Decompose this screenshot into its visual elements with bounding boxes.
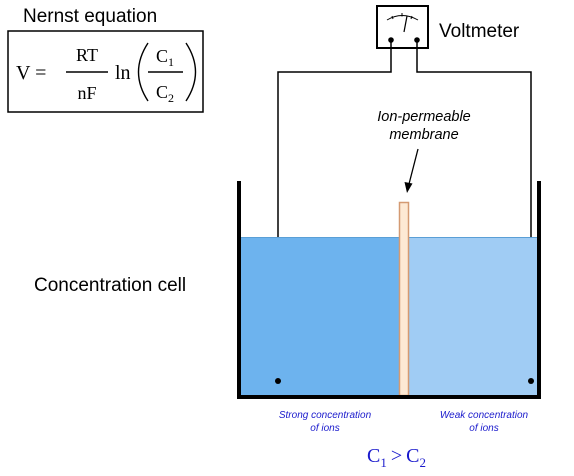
equation-c1: C1 xyxy=(156,46,174,69)
cell-container xyxy=(237,181,541,399)
voltmeter-icon xyxy=(376,5,429,49)
equation-close-paren xyxy=(185,42,197,102)
membrane-label-line2: membrane xyxy=(389,127,458,143)
right-electrode xyxy=(528,378,534,384)
cell-label: Concentration cell xyxy=(34,275,186,296)
weak-solution xyxy=(409,237,537,395)
equation-title: Nernst equation xyxy=(23,6,157,27)
equation-c2: C2 xyxy=(156,82,174,105)
strong-caption-line2: of ions xyxy=(310,423,339,434)
right-lead-wire xyxy=(416,40,532,381)
strong-caption-line1: Strong concentration xyxy=(279,410,372,421)
membrane-arrow-head xyxy=(404,182,413,193)
equation-ln: ln xyxy=(115,62,131,84)
voltmeter-label: Voltmeter xyxy=(439,21,520,42)
concentration-inequality: C1 > C2 xyxy=(367,445,426,470)
equation-numerator: RT xyxy=(76,45,98,65)
weak-caption-line2: of ions xyxy=(469,423,498,434)
equation-open-paren xyxy=(137,42,149,102)
ion-permeable-membrane xyxy=(398,201,410,397)
equation-box xyxy=(7,30,204,113)
left-lead-wire xyxy=(277,40,392,381)
equation-denominator: nF xyxy=(77,83,96,103)
weak-caption-line1: Weak concentration xyxy=(440,410,529,421)
strong-solution xyxy=(241,237,399,395)
equation-lhs: V = xyxy=(16,62,46,84)
membrane-label-line1: Ion-permeable xyxy=(377,109,471,125)
membrane-arrow-shaft xyxy=(408,148,419,185)
left-electrode xyxy=(275,378,281,384)
